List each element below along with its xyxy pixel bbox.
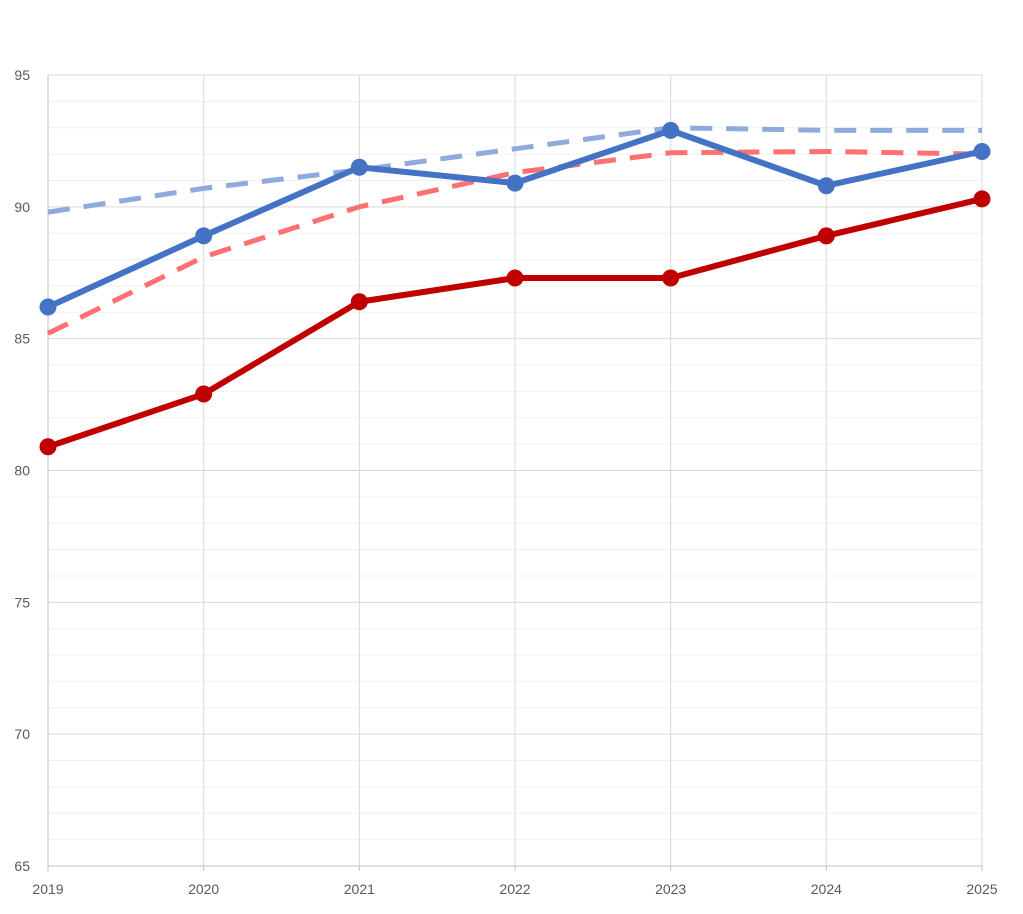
x-tick-label: 2023 [655, 881, 686, 897]
series-line-3 [46, 148, 983, 336]
x-tick-label: 2025 [966, 881, 997, 897]
y-tick-label: 95 [14, 67, 30, 83]
y-tick-label: 75 [14, 594, 30, 610]
y-tick-label: 90 [14, 199, 30, 215]
y-tick-label: 80 [14, 463, 30, 479]
series-2-point [506, 174, 524, 192]
y-tick-label: 65 [14, 858, 30, 874]
axes [47, 75, 983, 871]
tick-labels: 65 70 75 80 85 90 95 2019 2020 2021 2022 2023 2024 20… [14, 67, 997, 897]
major-gridlines [47, 74, 983, 867]
series-1-point [817, 227, 835, 245]
series-1-point [662, 269, 680, 287]
series-2-point [662, 121, 680, 139]
series-2-point [817, 177, 835, 195]
x-tick-label: 2022 [499, 881, 530, 897]
series-1-point [39, 438, 57, 456]
series-2-point [39, 298, 57, 316]
series-1-point [350, 293, 368, 311]
series-line-4 [47, 125, 982, 215]
series-group [39, 121, 991, 456]
x-tick-label: 2019 [32, 881, 63, 897]
series-1-point [195, 385, 213, 403]
y-tick-label: 85 [14, 331, 30, 347]
series-2-point [973, 142, 991, 160]
x-tick-label: 2024 [811, 881, 842, 897]
series-2-point [350, 158, 368, 176]
y-tick-label: 70 [14, 726, 30, 742]
series-1-point [506, 269, 524, 287]
series-1-point [973, 190, 991, 208]
series-2-point [195, 227, 213, 245]
x-tick-label: 2021 [344, 881, 375, 897]
x-tick-label: 2020 [188, 881, 219, 897]
